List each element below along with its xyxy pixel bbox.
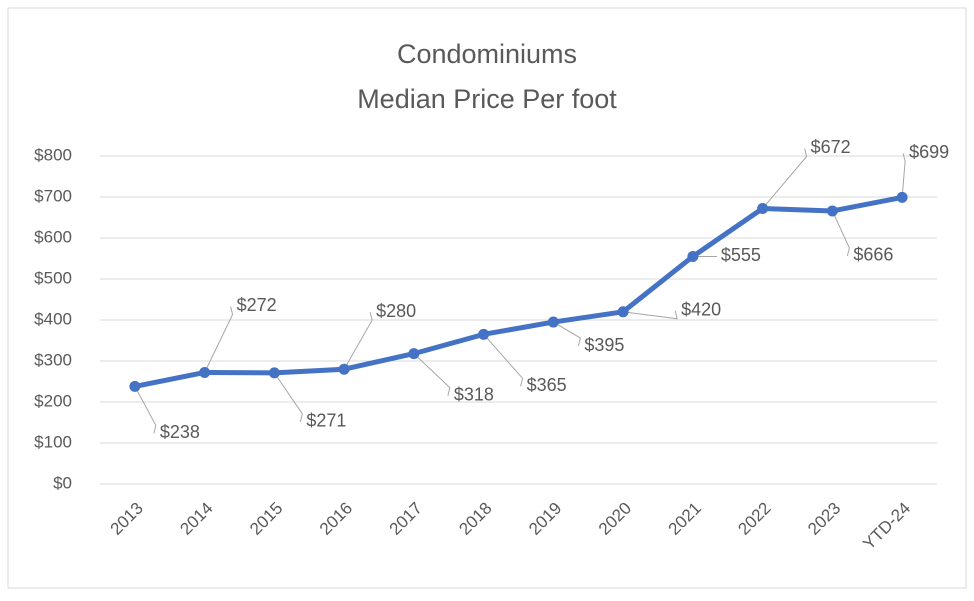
point <box>547 316 559 328</box>
data-label: $272 <box>237 295 277 315</box>
leader-line <box>553 321 581 347</box>
data-label: $420 <box>681 300 721 320</box>
data-label: $280 <box>376 301 416 321</box>
leader-line <box>901 153 906 198</box>
chart-title: Median Price Per foot <box>357 84 617 114</box>
point <box>338 363 350 375</box>
y-tick-label: $600 <box>34 227 72 246</box>
leader-line <box>762 148 808 209</box>
leader-line <box>343 312 373 370</box>
leader-line <box>204 306 234 373</box>
point <box>617 306 629 318</box>
y-tick-label: $300 <box>34 350 72 369</box>
point <box>268 367 280 379</box>
point <box>478 328 490 340</box>
leader-line <box>483 334 524 387</box>
y-tick-label: $100 <box>34 432 72 451</box>
data-label: $318 <box>454 384 494 404</box>
data-label: $666 <box>853 245 893 265</box>
chart-title: Condominiums <box>397 39 577 69</box>
y-tick-label: $400 <box>34 309 72 328</box>
leader-line <box>623 310 678 320</box>
point <box>129 380 141 392</box>
y-tick-label: $800 <box>34 145 72 164</box>
series-line <box>132 194 905 389</box>
y-tick-label: $700 <box>34 186 72 205</box>
leader-line <box>413 353 451 396</box>
y-tick-label: $500 <box>34 268 72 287</box>
y-tick-label: $200 <box>34 391 72 410</box>
data-label: $699 <box>909 142 949 162</box>
point <box>826 205 838 217</box>
leader-line <box>831 210 850 257</box>
data-label: $238 <box>160 422 200 442</box>
y-tick-label: $0 <box>53 473 72 492</box>
point <box>687 250 699 262</box>
data-label: $555 <box>721 245 761 265</box>
point <box>199 366 211 378</box>
point <box>896 191 908 203</box>
chart-border <box>7 7 967 589</box>
point <box>408 348 420 360</box>
data-label: $395 <box>584 335 624 355</box>
data-label: $365 <box>527 375 567 395</box>
point <box>757 202 769 214</box>
leader-line <box>134 386 157 434</box>
data-label: $271 <box>306 411 346 431</box>
leader-line <box>273 372 303 423</box>
data-label: $672 <box>811 137 851 157</box>
